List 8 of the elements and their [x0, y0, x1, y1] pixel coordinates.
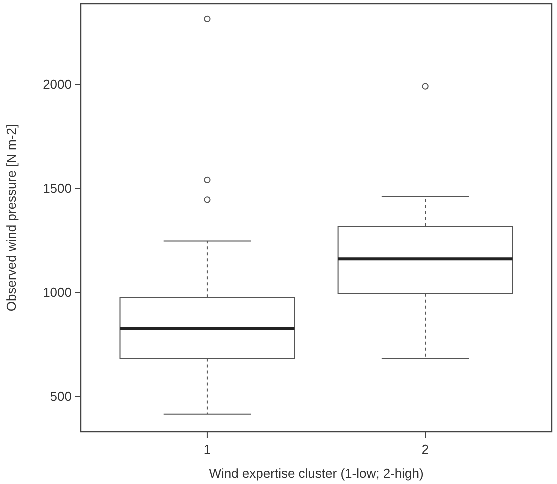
- y-tick-label: 1500: [43, 181, 72, 196]
- y-tick-label: 1000: [43, 285, 72, 300]
- x-axis-title: Wind expertise cluster (1-low; 2-high): [209, 466, 424, 481]
- y-tick-label: 500: [50, 389, 72, 404]
- y-axis-title: Observed wind pressure [N m-2]: [4, 124, 19, 312]
- x-tick-label: 1: [204, 442, 212, 457]
- y-tick-label: 2000: [43, 77, 72, 92]
- x-tick-label: 2: [422, 442, 430, 457]
